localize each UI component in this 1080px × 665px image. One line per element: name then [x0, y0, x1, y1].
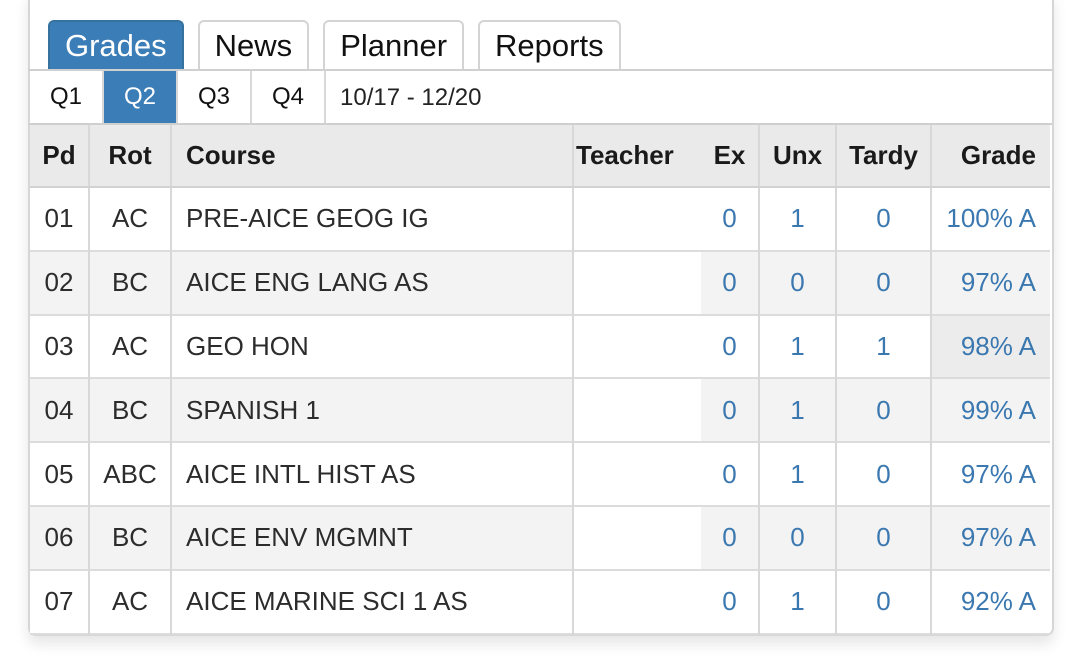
col-header-unx[interactable]: Unx: [759, 125, 837, 188]
cell-grade-link[interactable]: 92% A: [960, 586, 1036, 617]
cell-unx-link[interactable]: 1: [759, 187, 837, 251]
cell-unx-link[interactable]: 0: [759, 250, 837, 315]
cell-teacher[interactable]: [573, 250, 701, 315]
cell-unx-link[interactable]: 1: [759, 442, 837, 506]
cell-course: AICE ENV MGMNT: [171, 505, 574, 570]
col-header-tardy[interactable]: Tardy: [836, 125, 932, 188]
cell-pd: 07: [30, 569, 90, 634]
table-row: 07 AC AICE MARINE SCI 1 AS 0 1 0 92% A: [30, 569, 1050, 634]
table-row: 01 AC PRE-AICE GEOG IG 0 1 0 100% A: [30, 187, 1050, 251]
cell-teacher[interactable]: [573, 314, 701, 379]
cell-grade-link[interactable]: 97% A: [960, 522, 1036, 553]
cell-unx-link[interactable]: 1: [759, 569, 837, 634]
quarter-q1[interactable]: Q1: [30, 71, 104, 124]
cell-grade-link[interactable]: 97% A: [960, 267, 1036, 298]
quarter-q3[interactable]: Q3: [178, 71, 252, 124]
table-header-row: Pd Rot Course Teacher Ex Unx Tardy Grade: [30, 125, 1050, 188]
cell-ex-link[interactable]: 0: [701, 442, 760, 506]
cell-pd: 01: [30, 187, 90, 251]
cell-rot: ABC: [89, 442, 172, 506]
cell-rot: BC: [89, 505, 172, 570]
tab-reports[interactable]: Reports: [478, 20, 621, 70]
table-row: 02 BC AICE ENG LANG AS 0 0 0 97% A: [30, 250, 1050, 315]
quarter-q4[interactable]: Q4: [252, 71, 326, 124]
table-row: 04 BC SPANISH 1 0 1 0 99% A: [30, 378, 1050, 443]
col-header-grade[interactable]: Grade: [931, 125, 1050, 188]
cell-teacher[interactable]: [573, 569, 701, 634]
col-header-course[interactable]: Course: [171, 125, 574, 188]
quarter-q2[interactable]: Q2: [104, 71, 178, 124]
cell-ex-link[interactable]: 0: [701, 505, 760, 570]
cell-grade-link[interactable]: 98% A: [931, 314, 1050, 379]
cell-pd: 05: [30, 442, 90, 506]
cell-course: AICE INTL HIST AS: [171, 442, 574, 506]
cell-rot: AC: [89, 187, 172, 251]
cell-tardy-link[interactable]: 0: [836, 505, 932, 570]
cell-rot: BC: [89, 250, 172, 315]
cell-ex-link[interactable]: 0: [701, 378, 760, 443]
cell-unx-link[interactable]: 1: [759, 378, 837, 443]
cell-ex-link[interactable]: 0: [701, 250, 760, 315]
cell-ex-link[interactable]: 0: [701, 569, 760, 634]
cell-tardy-link[interactable]: 0: [836, 442, 932, 506]
cell-pd: 03: [30, 314, 90, 379]
cell-grade-link[interactable]: 97% A: [960, 458, 1036, 489]
quarter-selector: Q1 Q2 Q3 Q4 10/17 - 12/20: [30, 71, 481, 124]
cell-tardy-link[interactable]: 1: [836, 314, 932, 379]
date-range: 10/17 - 12/20: [340, 84, 482, 111]
cell-pd: 02: [30, 250, 90, 315]
col-header-teacher[interactable]: Teacher: [573, 125, 701, 188]
cell-tardy-link[interactable]: 0: [836, 187, 932, 251]
cell-course: SPANISH 1: [171, 378, 574, 443]
col-header-pd[interactable]: Pd: [30, 125, 90, 188]
cell-teacher[interactable]: [573, 442, 701, 506]
tab-divider: [28, 69, 1052, 71]
tab-planner[interactable]: Planner: [323, 20, 465, 70]
cell-ex-link[interactable]: 0: [701, 187, 760, 251]
table-row: 03 AC GEO HON 0 1 1 98% A: [30, 314, 1050, 379]
cell-rot: AC: [89, 569, 172, 634]
cell-teacher[interactable]: [573, 505, 701, 570]
main-tabs: Grades News Planner Reports: [48, 20, 621, 70]
cell-tardy-link[interactable]: 0: [836, 250, 932, 315]
cell-course: PRE-AICE GEOG IG: [171, 187, 574, 251]
cell-unx-link[interactable]: 0: [759, 505, 837, 570]
cell-course: AICE ENG LANG AS: [171, 250, 574, 315]
table-row: 05 ABC AICE INTL HIST AS 0 1 0 97% A: [30, 442, 1050, 506]
cell-course: GEO HON: [171, 314, 574, 379]
cell-rot: AC: [89, 314, 172, 379]
quarter-divider: [28, 123, 1052, 125]
cell-grade-link[interactable]: 99% A: [960, 394, 1036, 425]
tab-grades[interactable]: Grades: [48, 20, 184, 70]
cell-unx-link[interactable]: 1: [759, 314, 837, 379]
grades-table: Pd Rot Course Teacher Ex Unx Tardy Grade…: [30, 125, 1050, 635]
cell-tardy-link[interactable]: 0: [836, 569, 932, 634]
cell-tardy-link[interactable]: 0: [836, 378, 932, 443]
cell-teacher[interactable]: [573, 187, 701, 251]
cell-course: AICE MARINE SCI 1 AS: [171, 569, 574, 634]
cell-teacher[interactable]: [573, 378, 701, 443]
cell-grade-link[interactable]: 100% A: [946, 203, 1036, 234]
tab-news[interactable]: News: [197, 20, 310, 70]
table-row: 06 BC AICE ENV MGMNT 0 0 0 97% A: [30, 505, 1050, 570]
cell-pd: 06: [30, 505, 90, 570]
cell-rot: BC: [89, 378, 172, 443]
col-header-ex[interactable]: Ex: [701, 125, 760, 188]
cell-ex-link[interactable]: 0: [701, 314, 760, 379]
col-header-rot[interactable]: Rot: [89, 125, 172, 188]
cell-pd: 04: [30, 378, 90, 443]
